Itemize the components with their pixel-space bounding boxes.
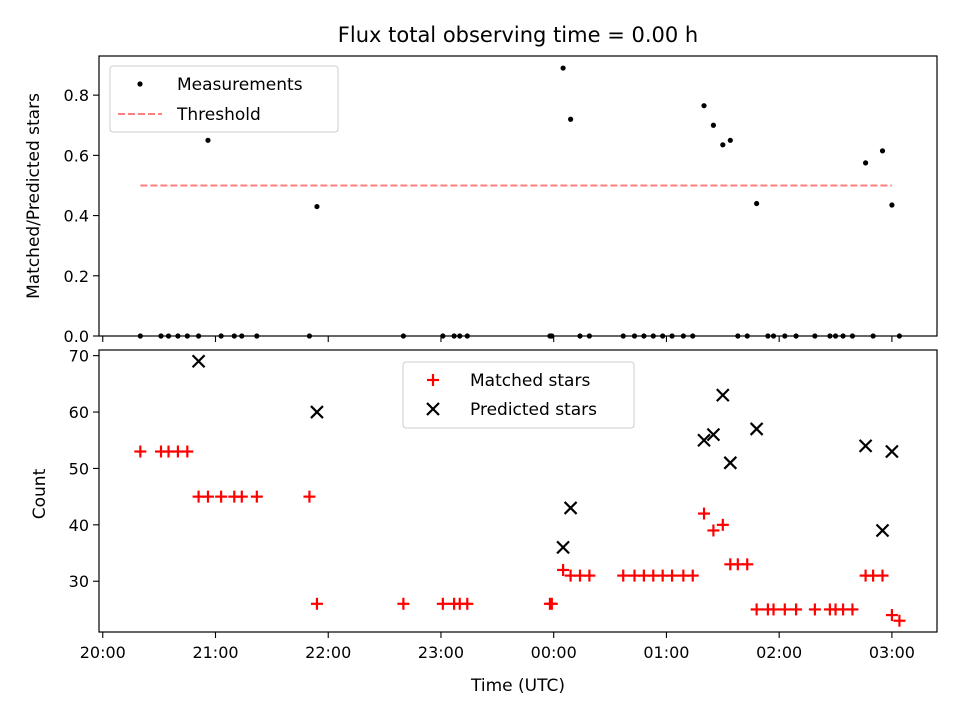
bottom-xtick-label-5: 01:00: [643, 643, 689, 662]
measurement-point: [701, 103, 707, 109]
bottom-ytick-label-2: 50: [69, 459, 89, 478]
bottom-axes-frame: [98, 349, 938, 633]
bottom-xtick-label-3: 23:00: [418, 643, 464, 662]
matched-star-point: [557, 563, 570, 576]
top-marks: [137, 65, 903, 339]
measurement-point: [568, 116, 574, 122]
top-legend-box: [109, 65, 339, 133]
top-ytick-label-0: 0.0: [64, 327, 89, 346]
measurement-point: [754, 200, 760, 207]
bottom-ytick-label-4: 70: [69, 347, 89, 366]
matched-star-point: [808, 603, 821, 616]
matched-star-point: [310, 597, 323, 610]
bottom-xtick-label-4: 00:00: [531, 643, 577, 662]
matched-star-point: [846, 603, 859, 616]
predicted-star-point: [556, 540, 570, 555]
matched-star-point: [397, 597, 410, 610]
top-ytick-label-2: 0.4: [64, 207, 89, 226]
matched-star-point: [790, 603, 803, 616]
bottom-xtick-label-0: 20:00: [80, 643, 126, 662]
top-ticks: 0.0 0.2 0.4 0.6 0.8: [64, 86, 893, 346]
predicted-star-point: [191, 354, 206, 369]
legend-matched-label: Matched stars: [470, 371, 590, 391]
matched-star-point: [201, 490, 214, 503]
bottom-legend-box: [402, 361, 635, 429]
bottom-legend: Matched stars Predicted stars: [402, 361, 635, 429]
matched-star-point: [215, 490, 228, 503]
measurement-point: [710, 122, 717, 128]
predicted-star-point: [749, 422, 764, 436]
top-title: Flux total observing time = 0.00 h: [338, 23, 698, 47]
measurement-point: [205, 137, 211, 143]
top-ylabel: Matched/Predicted stars: [24, 93, 44, 299]
top-panel: Flux total observing time = 0.00 h 0.00.…: [24, 23, 938, 346]
bottom-xtick-label-7: 03:00: [869, 643, 915, 662]
top-ytick-label-3: 0.6: [64, 146, 89, 165]
top-legend: Measurements Threshold: [109, 65, 339, 133]
predicted-star-point: [563, 501, 578, 515]
bottom-xtick-label-6: 02:00: [756, 643, 802, 662]
bottom-xtick-label-1: 21:00: [192, 643, 238, 662]
matched-star-point: [778, 603, 791, 616]
matched-star-point: [134, 445, 147, 458]
predicted-star-point: [723, 456, 738, 470]
matched-star-point: [876, 569, 889, 582]
predicted-star-point: [875, 523, 890, 538]
matched-star-point: [181, 445, 194, 458]
matched-star-point: [893, 614, 906, 627]
predicted-star-point: [706, 427, 721, 442]
measurement-point: [879, 148, 886, 154]
legend-measurements-label: Measurements: [177, 75, 303, 95]
bottom-xlabel: Time (UTC): [470, 676, 565, 696]
matched-star-point: [583, 569, 596, 582]
predicted-star-point: [716, 388, 730, 402]
legend-matched-marker: [427, 374, 439, 386]
bottom-ytick-label-1: 40: [69, 516, 89, 535]
matched-star-point: [707, 524, 720, 537]
matched-star-point: [461, 597, 474, 610]
bottom-panel: 30 40 50 60 70 20:00 21:00 22:00 23:00 00:00 01:00…: [30, 347, 938, 696]
legend-measurements-marker: [137, 81, 143, 87]
measurement-point: [889, 202, 895, 208]
matched-star-point: [885, 609, 898, 622]
matched-star-point: [767, 603, 780, 616]
measurement-point: [314, 203, 320, 210]
legend-threshold-label: Threshold: [176, 105, 261, 125]
top-ytick-label-4: 0.8: [64, 86, 89, 105]
measurement-point: [560, 65, 566, 71]
measurement-point: [727, 137, 733, 143]
legend-predicted-label: Predicted stars: [470, 400, 597, 420]
matched-star-point: [545, 597, 558, 610]
bottom-ylabel: Count: [30, 468, 50, 519]
top-axes-frame: [98, 55, 938, 337]
bottom-marks: [134, 354, 906, 627]
matched-star-point: [617, 569, 630, 582]
matched-star-point: [235, 490, 248, 503]
matched-star-point: [698, 507, 711, 520]
predicted-star-point: [697, 433, 711, 448]
matched-star-point: [666, 569, 679, 582]
measurement-point: [863, 160, 869, 166]
measurement-point: [720, 142, 726, 148]
bottom-ticks: 30 40 50 60 70 20:00 21:00 22:00 23:00 00:00 01:00…: [69, 347, 915, 662]
top-ytick-label-1: 0.2: [64, 267, 89, 286]
matched-star-point: [741, 558, 754, 571]
predicted-star-point: [858, 439, 873, 453]
matched-star-point: [303, 490, 316, 503]
matched-star-point: [750, 603, 763, 616]
legend-predicted-marker: [426, 402, 440, 416]
predicted-star-point: [310, 405, 324, 419]
bottom-ytick-label-3: 60: [69, 403, 89, 422]
matched-star-point: [436, 597, 449, 610]
predicted-star-point: [885, 444, 899, 459]
bottom-ytick-label-0: 30: [69, 572, 89, 591]
matched-star-point: [250, 490, 263, 503]
matched-star-point: [686, 569, 699, 582]
bottom-xtick-label-2: 22:00: [305, 643, 351, 662]
matched-star-point: [716, 518, 729, 531]
